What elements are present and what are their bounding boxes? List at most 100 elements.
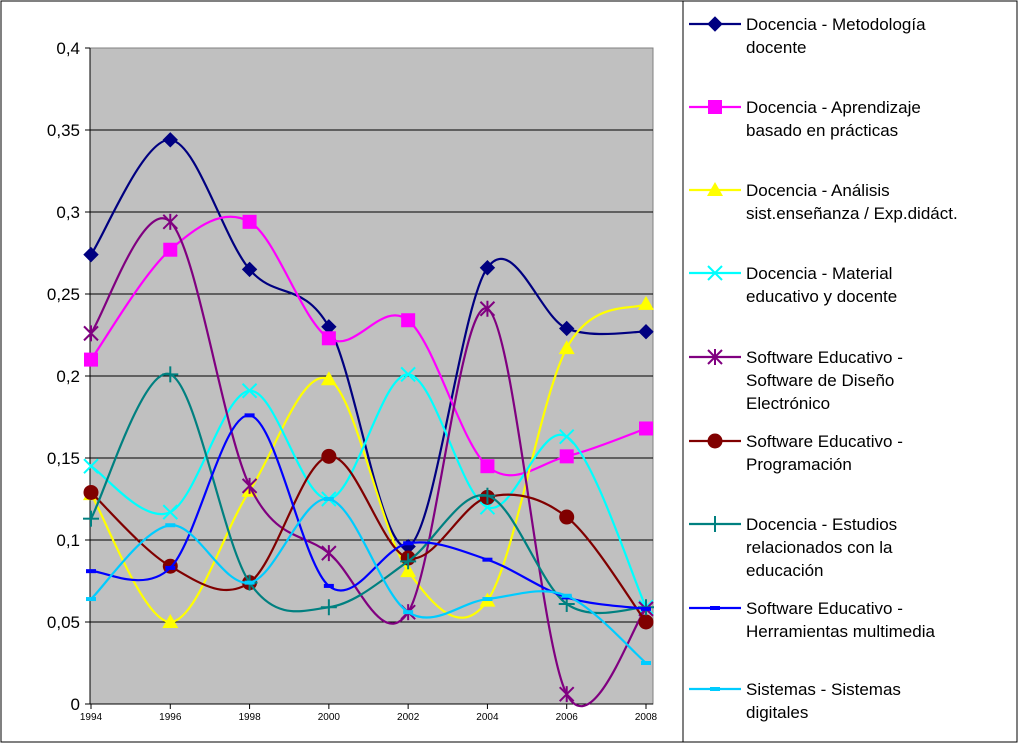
legend-entry: Docencia - Metodología docente	[689, 15, 926, 57]
data-point	[162, 504, 178, 520]
x-tick-label: 1998	[238, 712, 261, 723]
data-point	[86, 597, 96, 602]
data-point	[403, 541, 414, 546]
x-tick-label: 2002	[397, 712, 420, 723]
data-point	[241, 477, 258, 494]
series-1	[83, 132, 654, 555]
x-tick-label: 2000	[318, 712, 341, 723]
y-axis: 0 0,05 0,1 0,15 0,2 0,25 0,3 0,35 0,4	[47, 39, 91, 714]
data-point	[400, 563, 417, 578]
legend-entry: Docencia - Estudios relacionados con la ed…	[689, 515, 897, 580]
data-point	[162, 132, 178, 148]
series-line	[90, 138, 647, 548]
data-point	[244, 413, 255, 418]
data-point	[559, 509, 575, 525]
data-point	[241, 261, 258, 278]
data-point	[482, 597, 493, 602]
legend-label: Docencia - Aprendizaje	[746, 98, 921, 117]
data-point	[323, 583, 334, 588]
y-tick-label: 0,25	[47, 285, 80, 304]
series-lines	[83, 132, 654, 707]
x-tick-label: 2006	[556, 712, 579, 723]
x-tick-label: 1996	[159, 712, 182, 723]
data-point	[163, 242, 178, 257]
data-point	[639, 421, 653, 436]
data-point	[83, 484, 99, 500]
legend-marker	[707, 516, 723, 532]
legend-label: Docencia - Estudios	[746, 515, 897, 534]
data-point	[244, 580, 255, 585]
data-point	[165, 523, 176, 528]
legend-label: docente	[746, 38, 807, 57]
legend-label: Programación	[746, 455, 852, 474]
data-point	[162, 213, 178, 230]
data-point	[323, 497, 334, 501]
y-tick-label: 0,4	[56, 39, 80, 58]
data-point	[162, 614, 179, 628]
legend-label: Herramientas multimedia	[746, 622, 935, 641]
y-tick-label: 0,2	[56, 367, 80, 386]
legend-marker	[707, 265, 723, 281]
data-point	[241, 383, 258, 399]
series-line	[90, 414, 647, 610]
data-point	[83, 325, 99, 342]
data-point	[83, 246, 99, 263]
legend-marker	[710, 687, 720, 691]
data-point	[638, 295, 654, 310]
data-point	[403, 610, 414, 615]
y-tick-label: 0,35	[47, 121, 80, 140]
data-point	[400, 553, 417, 570]
data-point	[84, 352, 98, 367]
y-tick-label: 0,3	[56, 203, 80, 222]
data-point	[401, 313, 416, 328]
legend-label: educativo y docente	[746, 287, 897, 306]
data-point	[482, 557, 493, 562]
data-point	[638, 324, 654, 340]
legend-label: Sistemas - Sistemas	[746, 680, 901, 699]
legend-label: Software Educativo -	[746, 432, 903, 451]
data-point	[320, 371, 337, 386]
data-point	[400, 366, 416, 383]
legend-label: Docencia - Análisis	[746, 181, 890, 200]
legend-entry: Software Educativo - Herramientas multime…	[689, 599, 935, 641]
x-tick-label: 2008	[635, 712, 658, 723]
series-9	[86, 497, 651, 665]
legend-entry: Software Educativo - Programación	[689, 432, 903, 474]
legend-entry: Docencia - Aprendizaje basado en práctica…	[689, 98, 921, 140]
legend-label: Docencia - Material	[746, 264, 892, 283]
legend-label: sist.enseñanza / Exp.didáct.	[746, 204, 958, 223]
legend-label: Software Educativo -	[746, 348, 903, 367]
y-tick-label: 0	[71, 695, 80, 714]
series-2	[84, 214, 653, 477]
data-point	[559, 320, 575, 337]
series-4	[83, 366, 654, 615]
legend-label: educación	[746, 561, 824, 580]
data-point	[162, 366, 179, 383]
legend-label: Electrónico	[746, 394, 830, 413]
x-axis: 1994 1996 1998 2000 2002 2004 2006 2008	[80, 703, 658, 723]
legend-label: digitales	[746, 703, 808, 722]
series-line	[90, 497, 647, 664]
legend-marker	[708, 100, 722, 114]
legend-label: basado en prácticas	[746, 121, 898, 140]
y-tick-label: 0,15	[47, 449, 80, 468]
data-point	[83, 458, 99, 474]
series-line	[90, 373, 647, 608]
data-point	[561, 593, 572, 598]
data-point	[479, 300, 496, 317]
data-point	[559, 428, 575, 445]
x-tick-label: 2004	[476, 712, 499, 723]
y-tick-label: 0,05	[47, 613, 80, 632]
grid-lines	[90, 129, 653, 623]
legend-frame	[682, 0, 1018, 743]
data-point	[641, 661, 651, 665]
legend-entry: Docencia - Análisis sist.enseñanza / Exp.…	[689, 181, 958, 223]
legend-entry: Software Educativo - Software de Diseño El…	[689, 348, 903, 413]
data-point	[479, 260, 496, 276]
legend-label: Software de Diseño	[746, 371, 894, 390]
data-point	[480, 459, 495, 474]
legend-marker	[707, 182, 723, 196]
